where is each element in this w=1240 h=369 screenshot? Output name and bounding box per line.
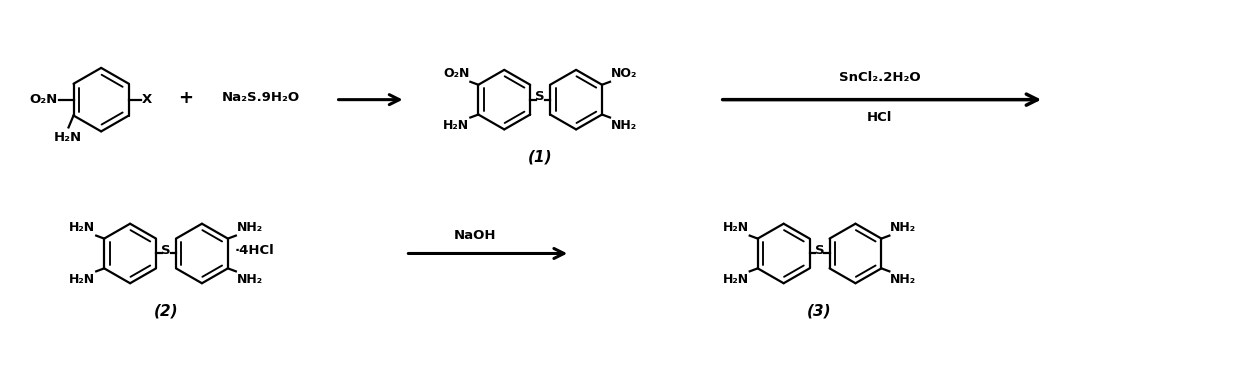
Text: S: S: [161, 244, 171, 257]
Text: NH₂: NH₂: [890, 221, 916, 234]
Text: H₂N: H₂N: [443, 120, 470, 132]
Text: NH₂: NH₂: [237, 221, 263, 234]
Text: NH₂: NH₂: [611, 120, 637, 132]
Text: S: S: [815, 244, 825, 257]
Text: Na₂S.9H₂O: Na₂S.9H₂O: [222, 91, 300, 104]
Text: HCl: HCl: [867, 111, 892, 124]
Text: S: S: [536, 90, 546, 103]
Text: H₂N: H₂N: [69, 221, 95, 234]
Text: H₂N: H₂N: [723, 273, 749, 286]
Text: H₂N: H₂N: [53, 131, 82, 144]
Text: O₂N: O₂N: [443, 67, 470, 80]
Text: ·4HCl: ·4HCl: [234, 244, 274, 257]
Text: NH₂: NH₂: [237, 273, 263, 286]
Text: SnCl₂.2H₂O: SnCl₂.2H₂O: [838, 71, 920, 84]
Text: O₂N: O₂N: [30, 93, 57, 106]
Text: (1): (1): [528, 150, 553, 165]
Text: NO₂: NO₂: [611, 67, 637, 80]
Text: NaOH: NaOH: [454, 229, 496, 242]
Text: (2): (2): [154, 304, 179, 318]
Text: X: X: [141, 93, 153, 106]
Text: +: +: [179, 89, 193, 107]
Text: NH₂: NH₂: [890, 273, 916, 286]
Text: (3): (3): [807, 304, 832, 318]
Text: H₂N: H₂N: [69, 273, 95, 286]
Text: H₂N: H₂N: [723, 221, 749, 234]
